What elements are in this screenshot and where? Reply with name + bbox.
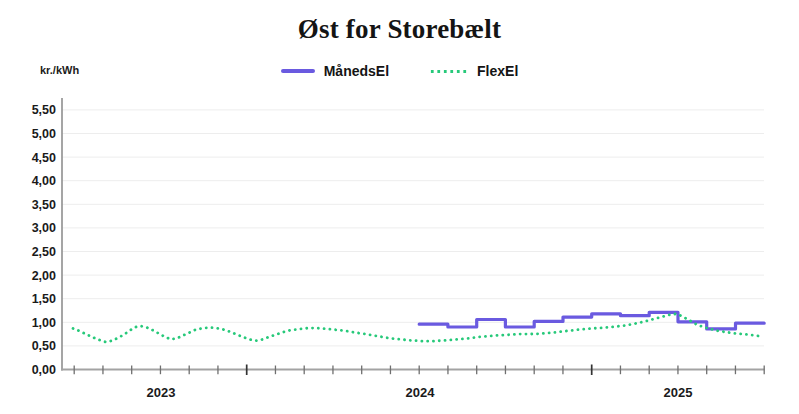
- y-axis-tick-label: 2,00: [32, 269, 56, 283]
- flexel-dotted-line: [73, 314, 762, 342]
- x-axis-year-label: 2023: [147, 385, 176, 400]
- price-chart-plot: 0,00 0,50 1,00 1,50 2,00 2,50 3,00 3,50 4,00 4,50…: [0, 0, 799, 414]
- y-axis-tick-label: 2,50: [32, 245, 56, 259]
- y-axis-tick-label: 3,50: [32, 198, 56, 212]
- x-axis-year-label: 2025: [664, 385, 693, 400]
- y-axis-tick-label: 1,50: [32, 292, 56, 306]
- y-axis-tick-label: 0,50: [32, 339, 56, 353]
- maanedsel-step-line: [419, 312, 764, 329]
- x-axis-year-label: 2024: [406, 385, 436, 400]
- y-axis-tick-label: 3,00: [32, 221, 56, 235]
- y-axis-tick-label: 0,00: [32, 363, 56, 377]
- chart-card: Øst for Storebælt kr./kWh MånedsEl FlexE…: [0, 0, 799, 414]
- y-axis-tick-label: 4,00: [32, 174, 56, 188]
- y-axis-tick-label: 1,00: [32, 316, 56, 330]
- y-axis-tick-label: 4,50: [32, 151, 56, 165]
- y-axis-tick-label: 5,00: [32, 127, 56, 141]
- y-axis-tick-label: 5,50: [32, 103, 56, 117]
